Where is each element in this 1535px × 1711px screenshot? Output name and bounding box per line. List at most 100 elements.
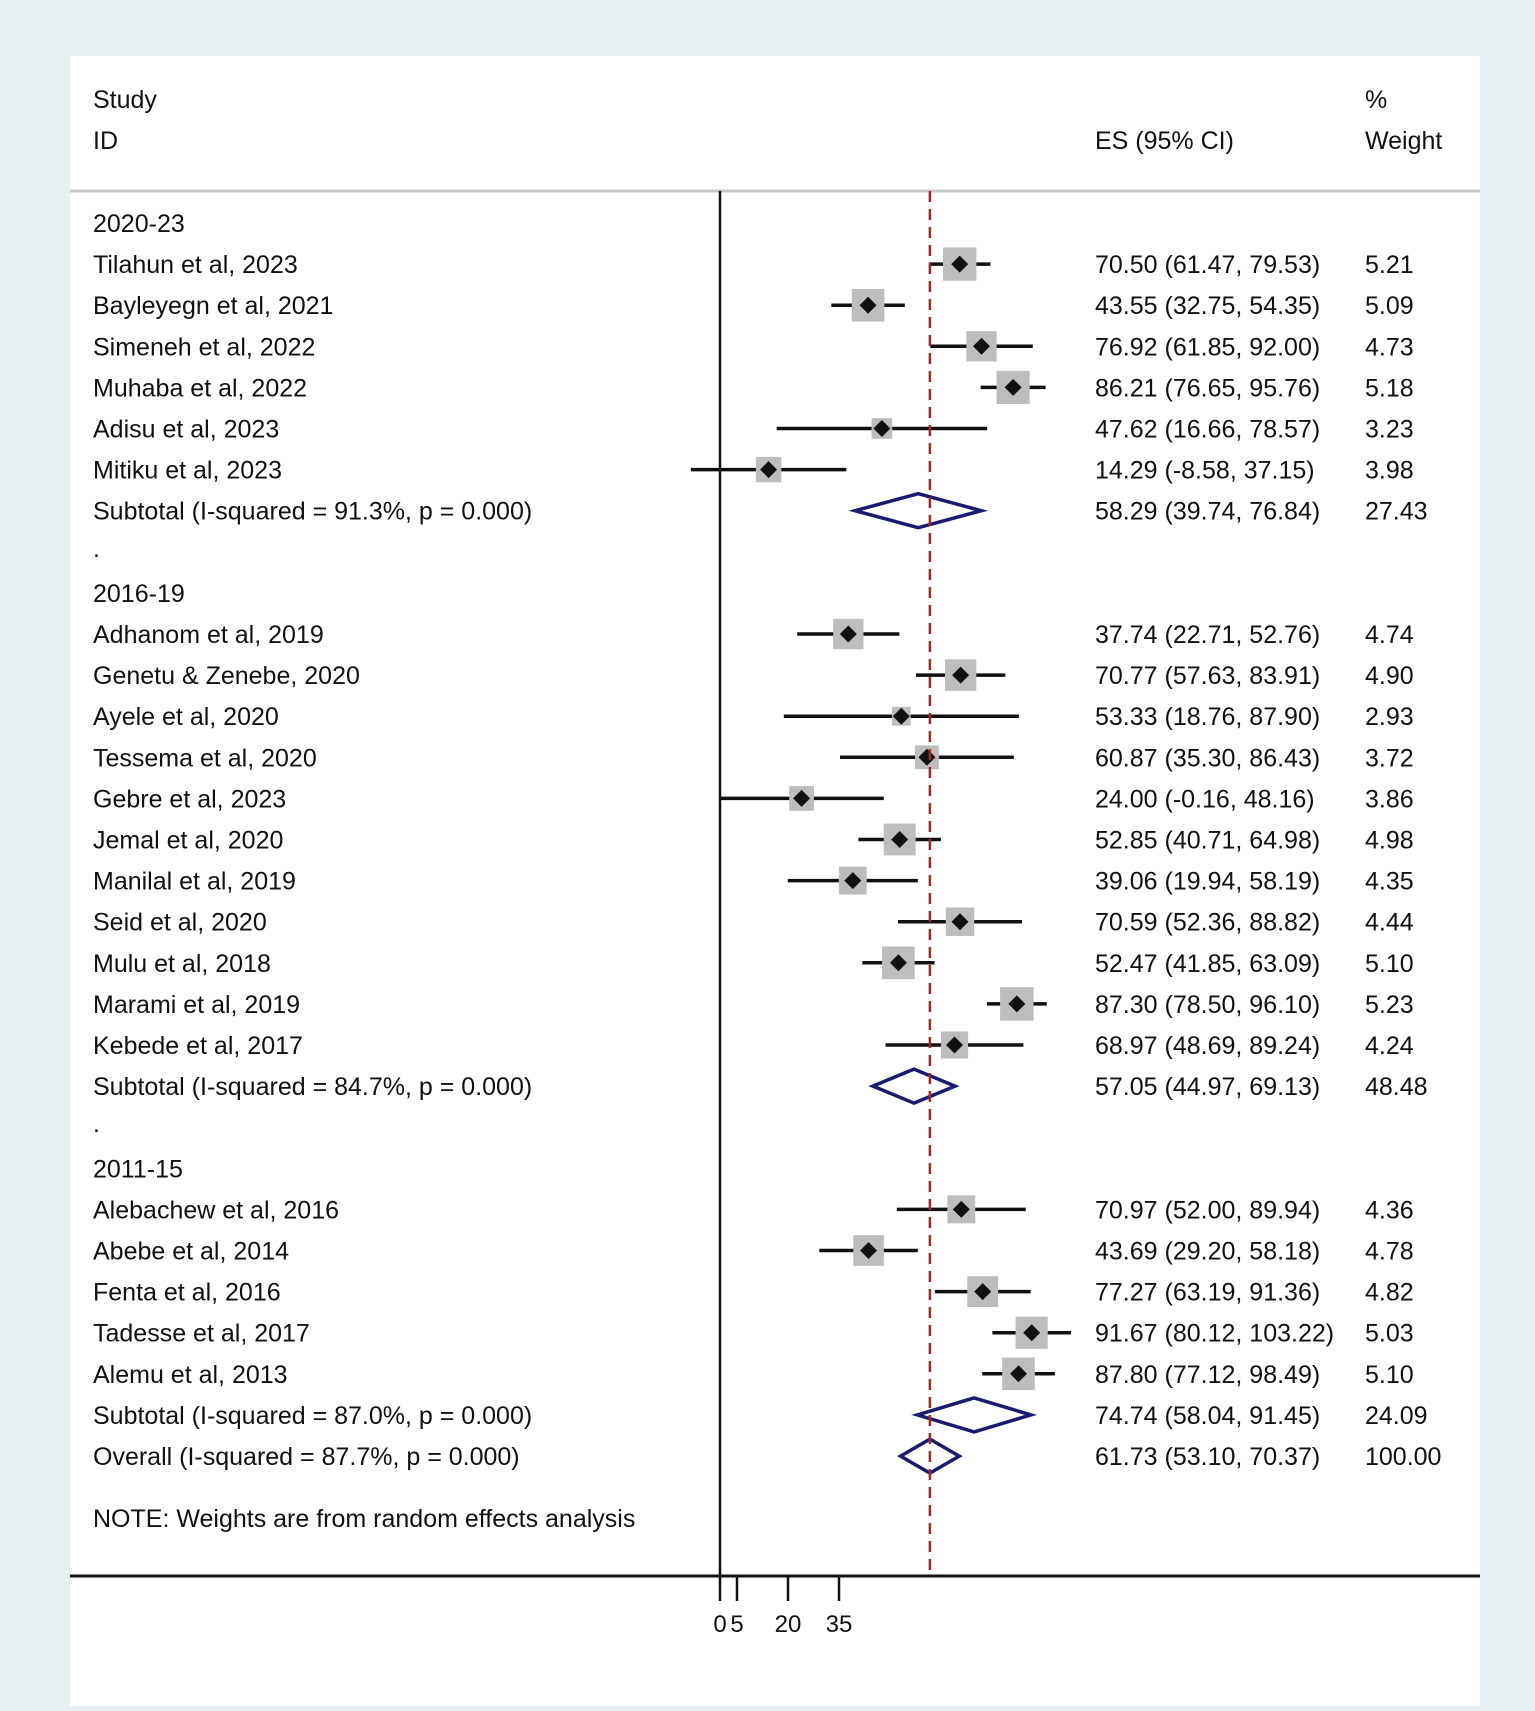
subtotal-weight: 24.09	[1365, 1402, 1428, 1430]
weight-value: 5.10	[1365, 1361, 1414, 1389]
es-ci-value: 70.50 (61.47, 79.53)	[1095, 251, 1320, 279]
weight-value: 5.03	[1365, 1320, 1414, 1348]
point-estimate	[951, 913, 969, 931]
header-study-line1: Study	[93, 86, 157, 114]
weight-value: 3.72	[1365, 744, 1414, 772]
study-label: Tilahun et al, 2023	[93, 251, 298, 279]
x-tick-label: 0	[713, 1611, 726, 1638]
subtotal-es-ci: 74.74 (58.04, 91.45)	[1095, 1402, 1320, 1430]
study-label: Adisu et al, 2023	[93, 416, 279, 444]
subtotal-label: Subtotal (I-squared = 84.7%, p = 0.000)	[93, 1073, 532, 1101]
point-estimate	[873, 420, 891, 437]
subtotal-es-ci: 57.05 (44.97, 69.13)	[1095, 1073, 1320, 1101]
overall-diamond	[897, 1437, 963, 1476]
weight-value: 5.10	[1365, 950, 1414, 978]
es-ci-value: 43.55 (32.75, 54.35)	[1095, 292, 1320, 320]
header-weight-line2: Weight	[1365, 127, 1442, 155]
study-label: Fenta et al, 2016	[93, 1279, 281, 1307]
subtotal-es-ci: 58.29 (39.74, 76.84)	[1095, 498, 1320, 526]
es-ci-value: 37.74 (22.71, 52.76)	[1095, 621, 1320, 649]
point-estimate	[889, 954, 907, 972]
study-label: Genetu & Zenebe, 2020	[93, 662, 360, 690]
es-ci-value: 70.59 (52.36, 88.82)	[1095, 909, 1320, 937]
weight-value: 4.36	[1365, 1196, 1414, 1224]
point-estimate	[891, 831, 909, 848]
subtotal-diamond	[911, 1396, 1038, 1434]
point-estimate	[945, 1036, 963, 1054]
weight-value: 4.35	[1365, 868, 1414, 896]
point-estimate	[844, 872, 862, 890]
es-ci-value: 14.29 (-8.58, 37.15)	[1095, 457, 1315, 485]
subtotal-label: Subtotal (I-squared = 91.3%, p = 0.000)	[93, 498, 532, 526]
study-label: Seid et al, 2020	[93, 909, 267, 937]
header-study-line2: ID	[93, 127, 118, 155]
subtotal-label: Subtotal (I-squared = 87.0%, p = 0.000)	[93, 1402, 532, 1430]
weight-value: 3.23	[1365, 416, 1414, 444]
weight-value: 3.86	[1365, 785, 1414, 813]
group-separator-dot: .	[93, 1110, 100, 1138]
es-ci-value: 86.21 (76.65, 95.76)	[1095, 374, 1320, 402]
group-separator-dot: .	[93, 1439, 100, 1467]
weight-value: 2.93	[1365, 703, 1414, 731]
weights-note: NOTE: Weights are from random effects an…	[93, 1505, 635, 1533]
weight-value: 4.90	[1365, 662, 1414, 690]
weight-value: 5.21	[1365, 251, 1414, 279]
es-ci-value: 47.62 (16.66, 78.57)	[1095, 416, 1320, 444]
weight-value: 4.74	[1365, 621, 1414, 649]
point-estimate	[1008, 995, 1026, 1013]
subtotal-diamond	[848, 491, 988, 530]
es-ci-value: 60.87 (35.30, 86.43)	[1095, 744, 1320, 772]
study-label: Gebre et al, 2023	[93, 785, 286, 813]
plot-panel	[70, 56, 1480, 1706]
point-estimate	[952, 666, 970, 684]
point-estimate	[974, 1283, 992, 1301]
subtotal-weight: 27.43	[1365, 498, 1428, 526]
x-tick-label: 35	[826, 1611, 853, 1638]
point-estimate	[1023, 1324, 1041, 1342]
group-label: 2020-23	[93, 210, 185, 238]
point-estimate	[951, 255, 969, 273]
overall-label: Overall (I-squared = 87.7%, p = 0.000)	[93, 1443, 520, 1471]
study-label: Alemu et al, 2013	[93, 1361, 288, 1389]
header-weight-line1: %	[1365, 86, 1387, 114]
es-ci-value: 87.80 (77.12, 98.49)	[1095, 1361, 1320, 1389]
study-label: Manilal et al, 2019	[93, 868, 296, 896]
es-ci-value: 53.33 (18.76, 87.90)	[1095, 703, 1320, 731]
es-ci-value: 91.67 (80.12, 103.22)	[1095, 1320, 1334, 1348]
es-ci-value: 76.92 (61.85, 92.00)	[1095, 333, 1320, 361]
x-tick-label: 20	[775, 1611, 802, 1638]
forest-rows: 2020-23 Tilahun et al, 2023 70.50 (61.47, …	[93, 191, 1441, 1576]
es-ci-value: 70.77 (57.63, 83.91)	[1095, 662, 1320, 690]
point-estimate	[973, 337, 991, 355]
point-estimate	[760, 461, 778, 479]
es-ci-value: 52.47 (41.85, 63.09)	[1095, 950, 1320, 978]
weight-value: 4.78	[1365, 1238, 1414, 1266]
point-estimate	[918, 748, 936, 766]
weight-value: 4.73	[1365, 333, 1414, 361]
subtotal-diamond	[868, 1067, 960, 1105]
es-ci-value: 52.85 (40.71, 64.98)	[1095, 827, 1320, 855]
study-label: Simeneh et al, 2022	[93, 333, 315, 361]
overall-es-ci: 61.73 (53.10, 70.37)	[1095, 1443, 1320, 1471]
study-label: Bayleyegn et al, 2021	[93, 292, 333, 320]
group-label: 2016-19	[93, 580, 185, 608]
point-estimate	[859, 296, 877, 314]
point-estimate	[793, 789, 811, 807]
study-label: Marami et al, 2019	[93, 991, 300, 1019]
es-ci-value: 43.69 (29.20, 58.18)	[1095, 1238, 1320, 1266]
study-label: Kebede et al, 2017	[93, 1032, 303, 1060]
overall-weight: 100.00	[1365, 1443, 1441, 1471]
study-label: Abebe et al, 2014	[93, 1238, 289, 1266]
study-label: Adhanom et al, 2019	[93, 621, 324, 649]
study-label: Tadesse et al, 2017	[93, 1320, 310, 1348]
point-estimate	[860, 1242, 878, 1259]
weight-value: 4.24	[1365, 1032, 1414, 1060]
weight-value: 5.18	[1365, 374, 1414, 402]
es-ci-value: 87.30 (78.50, 96.10)	[1095, 991, 1320, 1019]
study-label: Jemal et al, 2020	[93, 827, 283, 855]
study-label: Alebachew et al, 2016	[93, 1196, 339, 1224]
point-estimate	[1004, 378, 1022, 396]
header-es: ES (95% CI)	[1095, 127, 1234, 155]
